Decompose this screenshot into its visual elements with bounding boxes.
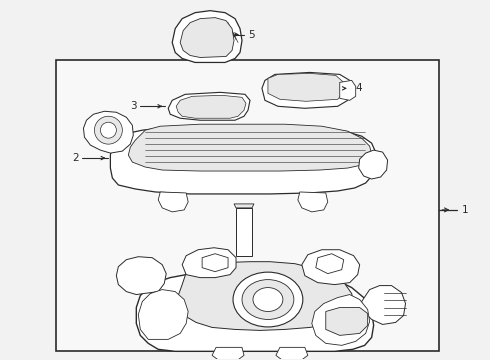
Polygon shape bbox=[158, 192, 188, 212]
Polygon shape bbox=[312, 294, 369, 345]
Polygon shape bbox=[128, 124, 371, 171]
Polygon shape bbox=[178, 262, 354, 330]
Polygon shape bbox=[180, 18, 234, 58]
Polygon shape bbox=[176, 95, 246, 118]
Polygon shape bbox=[182, 248, 236, 278]
Ellipse shape bbox=[242, 280, 294, 319]
Polygon shape bbox=[302, 250, 360, 285]
Text: 1: 1 bbox=[462, 205, 468, 215]
Polygon shape bbox=[202, 254, 228, 272]
Polygon shape bbox=[110, 127, 376, 194]
Polygon shape bbox=[262, 72, 352, 108]
Polygon shape bbox=[340, 80, 356, 100]
Polygon shape bbox=[359, 150, 388, 179]
Polygon shape bbox=[234, 204, 254, 208]
Polygon shape bbox=[138, 289, 188, 339]
Polygon shape bbox=[212, 347, 244, 360]
Text: 5: 5 bbox=[248, 30, 255, 40]
Polygon shape bbox=[83, 111, 133, 153]
Polygon shape bbox=[326, 307, 368, 336]
Polygon shape bbox=[362, 285, 406, 324]
Polygon shape bbox=[168, 92, 250, 120]
Bar bbox=[236, 208, 252, 256]
Text: 3: 3 bbox=[130, 101, 136, 111]
Ellipse shape bbox=[100, 122, 116, 138]
Ellipse shape bbox=[253, 288, 283, 311]
Ellipse shape bbox=[95, 116, 122, 144]
Polygon shape bbox=[316, 254, 343, 274]
Polygon shape bbox=[268, 73, 343, 101]
Polygon shape bbox=[136, 271, 374, 351]
Polygon shape bbox=[172, 11, 242, 62]
Ellipse shape bbox=[233, 272, 303, 327]
Polygon shape bbox=[116, 257, 166, 294]
Polygon shape bbox=[298, 192, 328, 212]
Polygon shape bbox=[276, 347, 308, 360]
Bar bbox=[55, 60, 440, 351]
Text: 4: 4 bbox=[356, 84, 362, 93]
Text: 2: 2 bbox=[72, 153, 78, 163]
